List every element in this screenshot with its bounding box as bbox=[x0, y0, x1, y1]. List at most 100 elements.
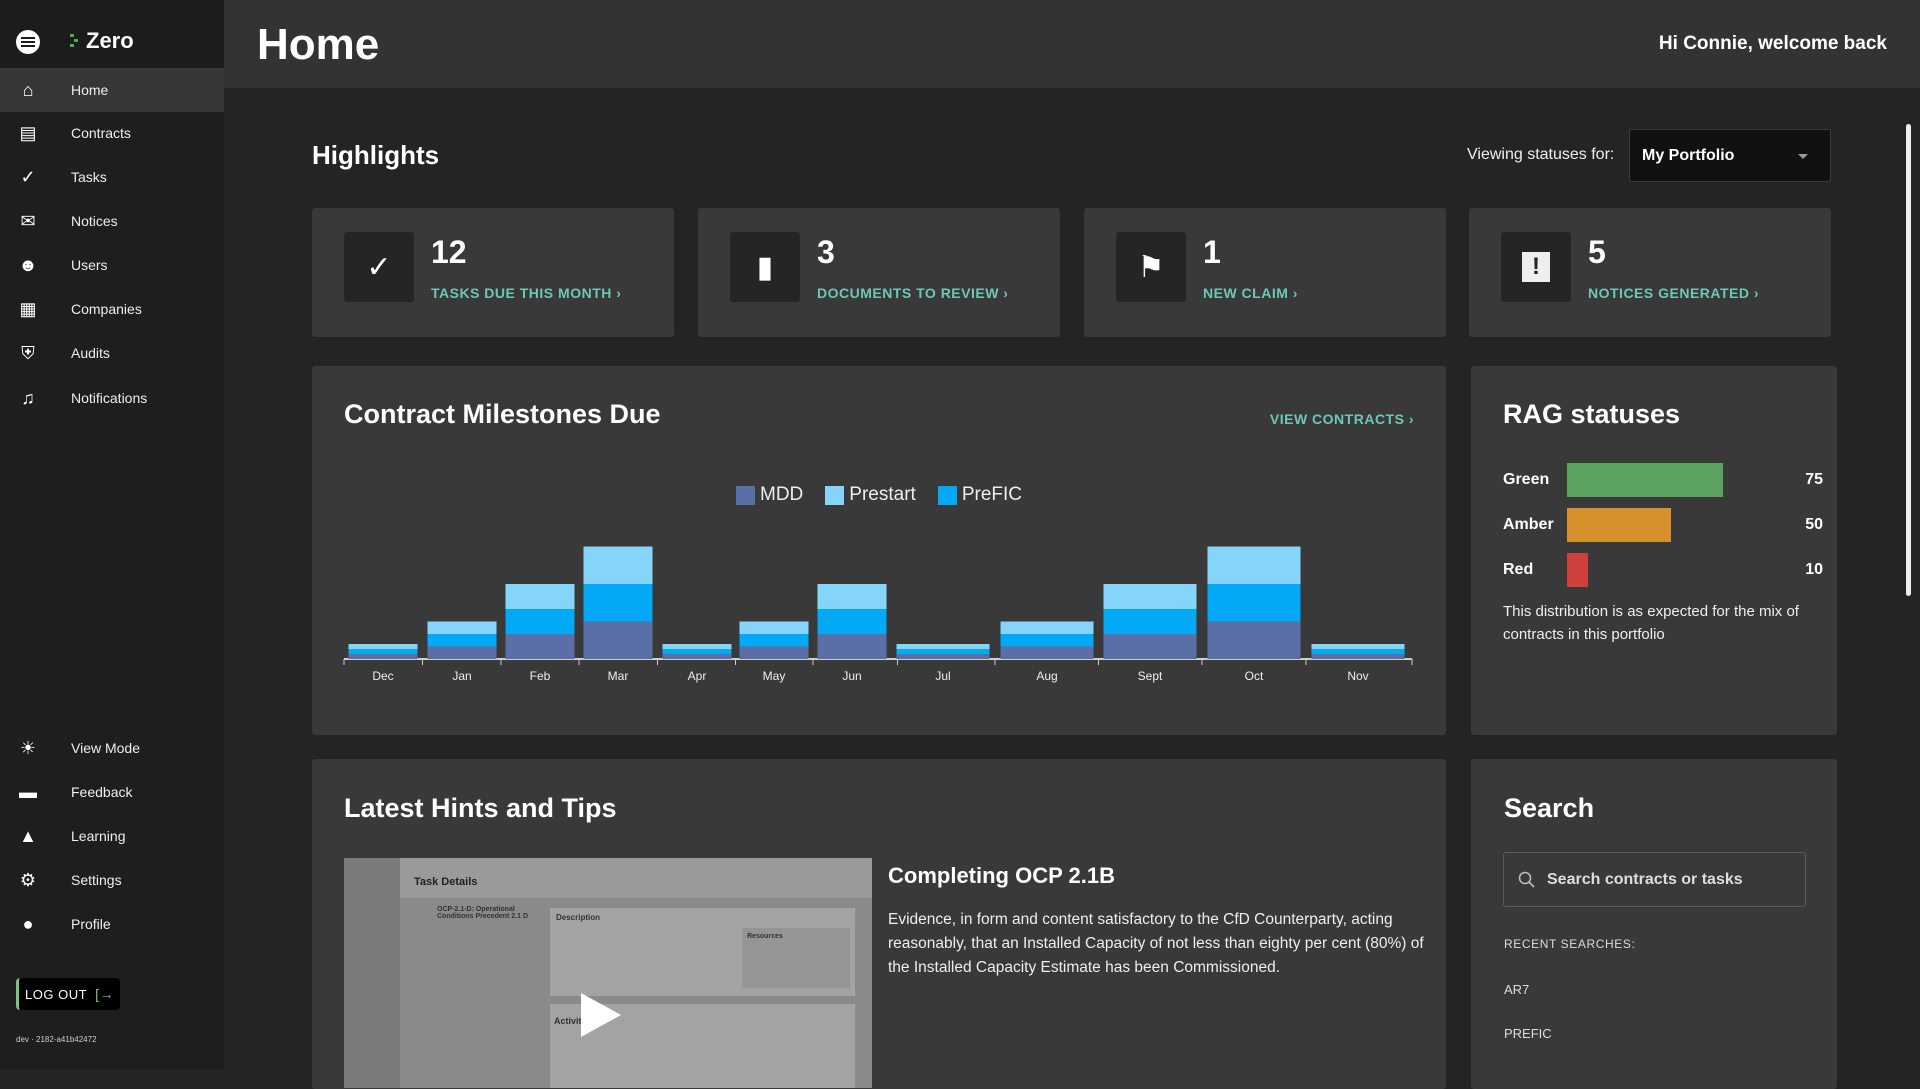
logo[interactable]: Zero bbox=[70, 28, 134, 54]
view-contracts-link[interactable]: VIEW CONTRACTS › bbox=[1269, 411, 1414, 427]
bar-mdd-oct[interactable] bbox=[1207, 621, 1301, 660]
recent-searches-label: RECENT SEARCHES: bbox=[1504, 937, 1636, 951]
video-title[interactable]: Completing OCP 2.1B bbox=[888, 863, 1115, 888]
sidebar-item-label: Notifications bbox=[71, 390, 148, 406]
bar-prestart-aug[interactable] bbox=[1000, 621, 1094, 635]
bar-prefic-oct[interactable] bbox=[1207, 584, 1301, 622]
portfolio-value: My Portfolio bbox=[1642, 147, 1735, 164]
sidebar-item-tasks[interactable]: ✓ Tasks bbox=[0, 155, 224, 199]
thumb-task: OCP-2.1-D: Operational Conditions Preced… bbox=[437, 906, 529, 920]
rag-title: RAG statuses bbox=[1503, 399, 1681, 429]
bar-mdd-sept[interactable] bbox=[1103, 634, 1197, 659]
scrollbar[interactable] bbox=[1906, 124, 1911, 596]
sidebar-item-label: Learning bbox=[71, 828, 126, 844]
highlight-link[interactable]: DOCUMENTS TO REVIEW › bbox=[817, 285, 1009, 301]
bar-prefic-sept[interactable] bbox=[1103, 609, 1197, 634]
bar-mdd-nov[interactable] bbox=[1311, 654, 1405, 659]
bar-prestart-feb[interactable] bbox=[505, 584, 575, 609]
bar-prestart-dec[interactable] bbox=[348, 644, 418, 649]
bar-mdd-dec[interactable] bbox=[348, 654, 418, 659]
menu-icon[interactable] bbox=[16, 30, 40, 54]
highlight-link[interactable]: NEW CLAIM › bbox=[1203, 285, 1298, 301]
bar-prefic-mar[interactable] bbox=[583, 584, 653, 622]
bar-mdd-jun[interactable] bbox=[817, 634, 887, 659]
sidebar-item-feedback[interactable]: ▬ Feedback bbox=[0, 770, 224, 814]
bar-prestart-sept[interactable] bbox=[1103, 584, 1197, 609]
bar-prestart-mar[interactable] bbox=[583, 546, 653, 585]
logout-label: LOG OUT bbox=[25, 986, 88, 1002]
highlight-count: 12 bbox=[431, 234, 467, 270]
recent-search-item[interactable]: PREFIC bbox=[1504, 1026, 1552, 1041]
sidebar-item-contracts[interactable]: ▤ Contracts bbox=[0, 111, 224, 155]
bar-mdd-jan[interactable] bbox=[427, 646, 497, 660]
highlight-card[interactable]: ⚑ 1 NEW CLAIM › bbox=[1084, 208, 1446, 337]
x-tick-label: Mar bbox=[608, 669, 629, 683]
logout-icon: [→ bbox=[95, 986, 114, 1002]
sidebar-item-view-mode[interactable]: ☀ View Mode bbox=[0, 726, 224, 770]
sidebar-item-label: Home bbox=[71, 82, 109, 98]
play-icon[interactable] bbox=[581, 993, 621, 1037]
sidebar-item-users[interactable]: ☻ Users bbox=[0, 243, 224, 287]
sidebar-item-home[interactable]: ⌂ Home bbox=[0, 68, 224, 112]
bar-prestart-oct[interactable] bbox=[1207, 546, 1301, 585]
bar-mdd-jul[interactable] bbox=[896, 654, 990, 659]
sidebar-item-settings[interactable]: ⚙ Settings bbox=[0, 858, 224, 902]
recent-search-item[interactable]: AR7 bbox=[1504, 982, 1530, 997]
bar-prefic-apr[interactable] bbox=[662, 649, 732, 654]
video-thumbnail[interactable]: Task Details OCP-2.1-D: Operational Cond… bbox=[344, 858, 872, 1088]
legend-item[interactable]: PreFIC bbox=[937, 484, 1022, 506]
sidebar-item-notifications[interactable]: ♫ Notifications bbox=[0, 376, 224, 420]
x-tick-label: Feb bbox=[530, 669, 551, 683]
search-card: Search Search contracts or tasks RECENT … bbox=[1471, 759, 1837, 1089]
video-description: Evidence, in form and content satisfacto… bbox=[888, 911, 1424, 976]
sidebar-item-notices[interactable]: ✉ Notices bbox=[0, 199, 224, 243]
highlight-card[interactable]: ✓ 12 TASKS DUE THIS MONTH › bbox=[312, 208, 674, 337]
bar-prestart-nov[interactable] bbox=[1311, 644, 1405, 649]
bar-prefic-jun[interactable] bbox=[817, 609, 887, 634]
highlight-card[interactable]: ! 5 NOTICES GENERATED › bbox=[1469, 208, 1831, 337]
milestones-title: Contract Milestones Due bbox=[344, 399, 661, 429]
clipboard-icon: ▤ bbox=[19, 122, 37, 143]
rag-note: This distribution is as expected for the… bbox=[1503, 603, 1799, 643]
home-icon: ⌂ bbox=[22, 79, 34, 100]
bar-prefic-feb[interactable] bbox=[505, 609, 575, 634]
bar-prefic-jul[interactable] bbox=[896, 649, 990, 654]
bar-mdd-may[interactable] bbox=[739, 646, 809, 660]
logout-button[interactable]: LOG OUT [→ bbox=[16, 978, 120, 1010]
chat-icon: ▬ bbox=[19, 781, 37, 802]
bar-prestart-jun[interactable] bbox=[817, 584, 887, 609]
document-icon: ▮ bbox=[730, 232, 800, 302]
gear-icon: ⚙ bbox=[19, 869, 37, 890]
bar-prefic-may[interactable] bbox=[739, 634, 809, 647]
thumb-resources-label: Resources bbox=[747, 933, 783, 940]
bar-mdd-apr[interactable] bbox=[662, 654, 732, 659]
bar-prestart-jan[interactable] bbox=[427, 621, 497, 635]
legend-item[interactable]: Prestart bbox=[825, 484, 916, 506]
search-input[interactable]: Search contracts or tasks bbox=[1503, 852, 1806, 907]
sidebar-item-label: Feedback bbox=[71, 784, 133, 800]
x-tick-label: Oct bbox=[1245, 669, 1264, 683]
portfolio-dropdown[interactable]: My Portfolio bbox=[1629, 129, 1831, 182]
highlight-card[interactable]: ▮ 3 DOCUMENTS TO REVIEW › bbox=[698, 208, 1060, 337]
highlight-count: 5 bbox=[1588, 234, 1606, 270]
sidebar-item-audits[interactable]: ⛨ Audits bbox=[0, 331, 224, 375]
bar-prestart-apr[interactable] bbox=[662, 644, 732, 649]
bar-prestart-may[interactable] bbox=[739, 621, 809, 635]
sidebar-item-profile[interactable]: ● Profile bbox=[0, 902, 224, 946]
legend-item[interactable]: MDD bbox=[736, 484, 803, 506]
legend-swatch bbox=[825, 485, 845, 505]
bar-prefic-jan[interactable] bbox=[427, 634, 497, 647]
bar-prefic-dec[interactable] bbox=[348, 649, 418, 654]
bar-prefic-nov[interactable] bbox=[1311, 649, 1405, 654]
bar-prestart-jul[interactable] bbox=[896, 644, 990, 649]
x-tick-label: May bbox=[763, 669, 786, 683]
sidebar-item-learning[interactable]: ▲ Learning bbox=[0, 814, 224, 858]
highlight-link[interactable]: TASKS DUE THIS MONTH › bbox=[431, 285, 622, 301]
bar-prefic-aug[interactable] bbox=[1000, 634, 1094, 647]
bar-mdd-aug[interactable] bbox=[1000, 646, 1094, 660]
header: Home Hi Connie, welcome back bbox=[224, 0, 1920, 88]
bar-mdd-feb[interactable] bbox=[505, 634, 575, 659]
highlight-link[interactable]: NOTICES GENERATED › bbox=[1588, 285, 1760, 301]
sidebar-item-companies[interactable]: ▦ Companies bbox=[0, 287, 224, 331]
bar-mdd-mar[interactable] bbox=[583, 621, 653, 660]
